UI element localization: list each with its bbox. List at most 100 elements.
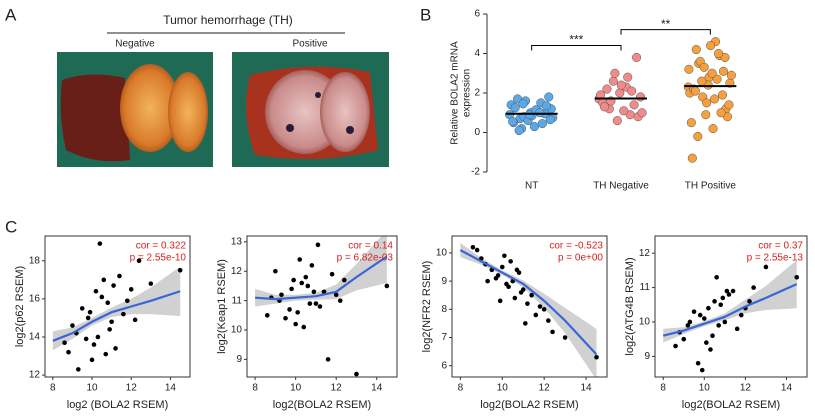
point bbox=[747, 299, 752, 304]
stat-annotation: cor = 0.14 bbox=[348, 241, 393, 252]
y-tick-label: 2 bbox=[474, 88, 480, 99]
frame bbox=[44, 235, 191, 378]
dot bbox=[726, 70, 736, 80]
y-tick-label: 0 bbox=[474, 127, 480, 138]
dot bbox=[687, 153, 697, 163]
panel-label: C bbox=[5, 217, 17, 236]
stat-annotation: p = 0e+00 bbox=[558, 253, 603, 264]
point bbox=[720, 295, 726, 301]
point bbox=[279, 292, 284, 298]
dot bbox=[686, 118, 696, 128]
y-axis-label: log2(Keap1 RSEM) bbox=[216, 259, 228, 354]
photo-label: Negative bbox=[115, 39, 155, 50]
x-tick-label: 12 bbox=[740, 383, 752, 394]
x-tick-label: TH Positive bbox=[685, 181, 737, 192]
point bbox=[681, 336, 687, 342]
point bbox=[315, 242, 321, 248]
point bbox=[329, 271, 335, 277]
y-tick-label: -2 bbox=[471, 167, 480, 178]
x-tick-label: 14 bbox=[165, 383, 177, 394]
point bbox=[309, 263, 315, 268]
point bbox=[691, 309, 697, 314]
point bbox=[307, 301, 313, 306]
point bbox=[311, 289, 317, 295]
point bbox=[97, 241, 103, 246]
y-tick-label: 11 bbox=[232, 295, 243, 306]
point bbox=[341, 277, 347, 283]
y-tick-label: 13 bbox=[231, 237, 243, 248]
dot bbox=[708, 124, 718, 134]
dot bbox=[701, 110, 711, 120]
point bbox=[493, 276, 499, 281]
point bbox=[295, 310, 300, 315]
x-tick-label: 10 bbox=[699, 383, 711, 394]
x-tick-label: 8 bbox=[252, 383, 258, 394]
dot bbox=[702, 98, 712, 108]
y-tick-label: 12 bbox=[639, 248, 651, 259]
x-axis-label: log2(BOLA2 RSEM) bbox=[480, 399, 578, 411]
x-tick-label: 14 bbox=[371, 383, 383, 394]
point bbox=[518, 290, 524, 295]
y-tick-label: 10 bbox=[436, 248, 448, 259]
fit-line bbox=[52, 290, 181, 342]
x-tick-label: 10 bbox=[497, 383, 509, 394]
dot bbox=[707, 68, 717, 78]
dot bbox=[529, 122, 539, 132]
point bbox=[62, 340, 67, 346]
x-axis-label: log2 (BOLA2 RSEM) bbox=[67, 399, 168, 411]
photo-label: Positive bbox=[292, 39, 327, 50]
point bbox=[701, 316, 707, 321]
point bbox=[128, 287, 134, 292]
y-tick-label: 9 bbox=[236, 354, 242, 365]
dot bbox=[629, 100, 639, 110]
dot bbox=[514, 125, 524, 136]
point bbox=[699, 367, 705, 373]
point bbox=[697, 312, 703, 318]
point bbox=[714, 274, 719, 280]
point bbox=[384, 283, 390, 289]
plot-area bbox=[459, 243, 599, 377]
point bbox=[726, 292, 732, 297]
point bbox=[508, 259, 513, 264]
stat-annotation: p = 2.55e-10 bbox=[130, 253, 187, 264]
dot bbox=[599, 102, 610, 112]
x-tick-label: 12 bbox=[331, 383, 343, 394]
point bbox=[546, 318, 551, 323]
frame bbox=[654, 235, 808, 378]
point bbox=[177, 267, 183, 273]
significance-bracket bbox=[531, 44, 622, 51]
x-tick-label: 10 bbox=[290, 383, 302, 394]
point bbox=[537, 304, 543, 309]
dot bbox=[615, 88, 625, 98]
point bbox=[321, 289, 327, 295]
point bbox=[303, 274, 309, 280]
point bbox=[525, 301, 530, 306]
significance-label: ** bbox=[661, 17, 671, 31]
point bbox=[83, 336, 89, 342]
confidence-band bbox=[52, 266, 181, 351]
dot bbox=[714, 48, 724, 59]
x-axis-label: log2(BOLA2 RSEM) bbox=[273, 399, 371, 411]
fit-line bbox=[459, 249, 598, 356]
point bbox=[594, 354, 599, 360]
point bbox=[499, 264, 505, 270]
point bbox=[111, 283, 116, 288]
point bbox=[533, 312, 539, 318]
y-axis-label: Relative BOLA2 mRNA bbox=[450, 41, 461, 145]
dot bbox=[602, 84, 612, 94]
point bbox=[502, 253, 507, 259]
point bbox=[523, 321, 528, 326]
point bbox=[673, 343, 678, 349]
dot bbox=[619, 106, 629, 116]
dot bbox=[693, 131, 703, 141]
dot bbox=[684, 64, 694, 74]
confidence-band bbox=[255, 236, 387, 307]
point bbox=[305, 283, 311, 289]
dot bbox=[610, 68, 620, 78]
photo-positive bbox=[232, 52, 389, 167]
point bbox=[325, 357, 331, 362]
x-tick-label: 10 bbox=[86, 383, 98, 394]
point bbox=[512, 295, 518, 301]
point bbox=[706, 305, 711, 311]
x-axis-label: log2(BOLA2 RSEM) bbox=[682, 399, 780, 411]
